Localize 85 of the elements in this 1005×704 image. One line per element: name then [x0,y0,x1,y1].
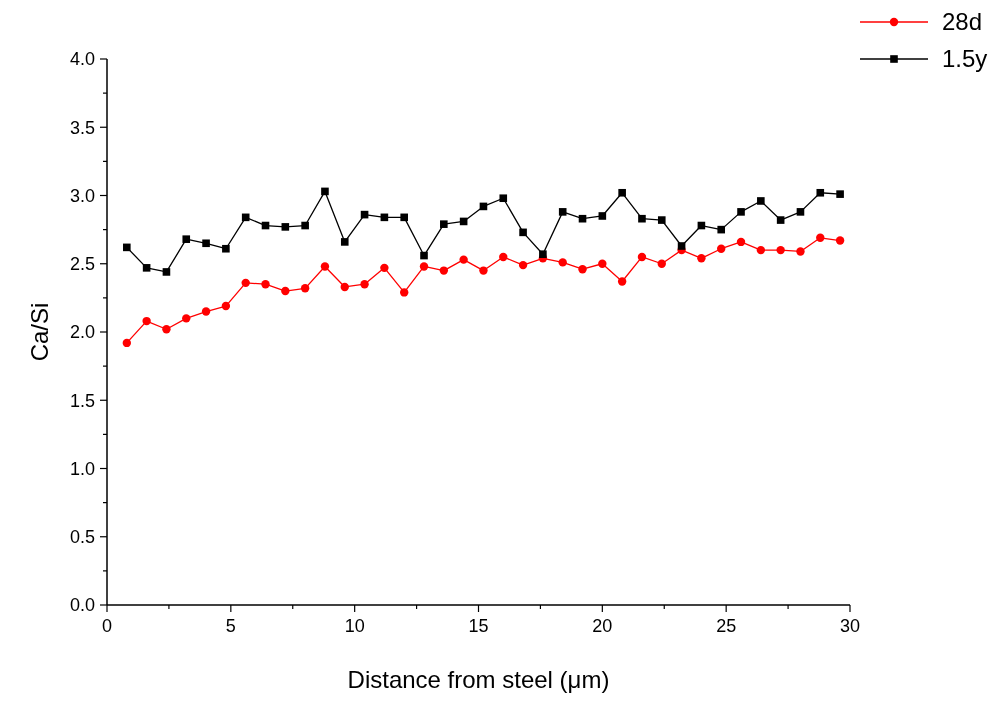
point [142,316,151,326]
point [697,254,706,263]
point [499,252,508,262]
point [360,280,369,289]
y-tick-label: 2.0 [69,322,95,343]
point [637,252,647,262]
point [321,187,329,196]
point [281,223,290,231]
point [182,235,191,243]
point [123,243,131,252]
point [816,233,825,243]
point [142,264,151,272]
y-axis-title: Ca/Si [26,302,53,362]
y-tick-label: 1.5 [69,390,95,411]
point [400,288,409,297]
point [459,255,468,264]
point [300,284,310,293]
x-tick-label: 5 [225,616,236,636]
point [598,259,607,268]
y-tick-label: 2.5 [69,254,95,275]
point [221,301,231,311]
point [618,188,626,197]
x-tick-label: 25 [716,616,737,636]
y-tick-label: 3.5 [69,117,95,138]
point [202,239,210,248]
point [340,238,349,246]
point [162,268,171,276]
point [736,237,746,247]
point [380,263,389,273]
point [162,325,171,334]
point [201,307,211,316]
point [737,208,745,216]
y-tick-label: 1.0 [69,458,95,479]
point [558,258,567,267]
point [756,245,766,255]
point [499,194,508,203]
point [518,260,528,270]
y-tick-label: 0.0 [69,595,95,616]
x-tick-label: 0 [101,616,113,636]
point [657,216,666,224]
y-tick-label: 0.5 [69,527,95,548]
x-tick-label: 10 [344,616,365,636]
legend-label: 28d [942,8,983,36]
point [340,282,349,292]
point [657,259,666,268]
point [757,197,765,205]
point [717,225,726,234]
point [598,212,607,220]
point [519,228,527,237]
point [439,266,449,275]
point [717,244,726,253]
y-tick-label: 4.0 [69,49,95,70]
x-tick-label: 30 [839,616,861,636]
point [241,278,250,288]
point [558,208,567,216]
point [419,262,429,271]
point [796,208,805,216]
point [776,216,785,224]
x-axis-title: Distance from steel (μm) [347,666,610,693]
point [617,277,627,286]
point [578,214,587,223]
point [578,265,587,274]
point [261,280,270,289]
point [222,244,230,253]
point [796,247,805,256]
point [539,250,547,258]
point [816,188,825,197]
point [836,190,844,198]
point [182,314,191,323]
point [400,213,408,222]
point [281,286,290,296]
y-tick-label: 3.0 [69,185,95,206]
point [479,266,488,275]
point [122,338,132,348]
point [677,242,686,250]
point [301,221,309,230]
point [638,214,646,223]
point [835,236,845,245]
x-tick-label: 15 [468,616,489,636]
point [776,245,785,255]
point [320,262,330,271]
point [420,251,428,260]
point [440,220,448,228]
legend-label: 1.5y [942,45,988,73]
x-tick-label: 20 [592,616,613,636]
